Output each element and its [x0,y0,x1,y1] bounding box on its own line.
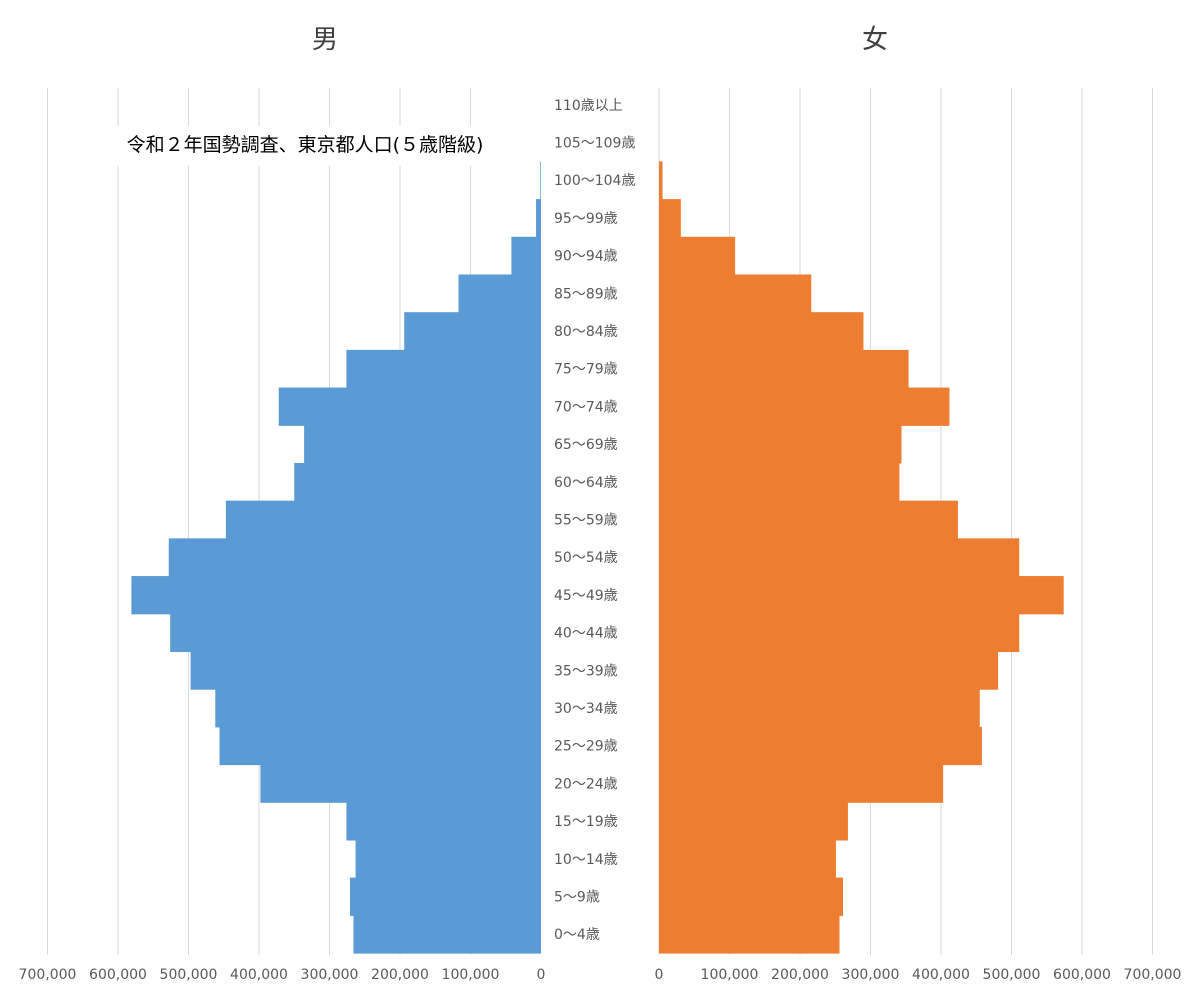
female-tick-label: 0 [655,967,664,983]
female-bar [659,764,944,803]
title-background [110,126,505,166]
female-tick-label: 100,000 [701,967,759,983]
age-group-label: 0～4歳 [554,927,600,943]
female-header: 女 [862,25,888,55]
female-bar [659,312,864,351]
male-bar [404,312,541,351]
age-group-label: 100～104歳 [554,173,635,189]
female-bar [659,576,1064,615]
female-axis-ticks: 0 100,000 200,000 300,000 400,000 500,000 600,… [655,967,1182,983]
age-group-label: 105～109歳 [554,136,635,152]
age-group-label: 5～9歳 [554,889,600,905]
male-bar [215,689,542,728]
male-tick-label: 500,000 [160,967,218,983]
male-bar [536,199,541,238]
age-group-label: 95～99歳 [554,211,618,227]
male-axis-ticks: 700,000 600,000 500,000 400,000 300,000 200,0… [19,967,546,983]
male-bar [353,915,541,954]
age-group-label: 15～19歳 [554,814,618,830]
female-bar [659,161,663,200]
male-bar [304,425,541,464]
age-group-label: 50～54歳 [554,550,618,566]
male-bar [346,802,541,841]
male-bar [346,349,541,389]
age-group-label: 80～84歳 [554,324,618,340]
female-tick-label: 600,000 [1053,967,1111,983]
female-tick-label: 200,000 [771,967,829,983]
male-bar [225,500,542,539]
female-bar [659,839,836,879]
male-bar [260,764,541,803]
male-bar [458,274,541,313]
male-bar [190,651,542,690]
age-group-label: 35～39歳 [554,663,618,679]
male-tick-label: 200,000 [371,967,429,983]
female-bar [659,915,840,954]
female-bar [659,462,900,502]
male-tick-label: 700,000 [19,967,77,983]
male-bars [131,161,542,954]
age-group-label: 65～69歳 [554,437,618,453]
age-group-label: 25～29歳 [554,739,618,755]
female-bar [659,236,736,276]
male-bar [219,726,541,766]
male-header: 男 [312,25,338,55]
age-group-label: 55～59歳 [554,513,618,529]
male-bar [170,613,542,653]
female-bar [659,538,1020,577]
female-bar [659,274,812,313]
male-tick-label: 300,000 [301,967,359,983]
female-tick-label: 300,000 [842,967,900,983]
male-bar [355,839,541,879]
female-bar [659,726,982,766]
male-bar [349,877,541,916]
male-bar [294,462,541,502]
age-group-label: 75～79歳 [554,362,618,378]
female-bar [659,877,844,916]
female-tick-label: 400,000 [912,967,970,983]
age-group-label: 60～64歳 [554,475,618,491]
age-group-label: 30～34歳 [554,701,618,717]
female-bar [659,349,909,389]
male-tick-label: 600,000 [89,967,147,983]
age-group-label: 10～14歳 [554,852,618,868]
female-bar [659,613,1020,653]
male-tick-label: 100,000 [442,967,500,983]
chart-title: 令和２年国勢調査、東京都人口(５歳階級) [127,134,484,156]
male-tick-label: 0 [537,967,546,983]
male-bar [278,387,541,426]
male-bar [131,576,541,615]
female-tick-label: 500,000 [983,967,1041,983]
female-bar [659,199,681,238]
age-group-labels: 0～4歳 5～9歳 10～14歳 15～19歳 20～24歳 25～29歳 30～34歳 35… [554,98,635,943]
female-bar [659,500,958,539]
age-group-label: 85～89歳 [554,286,618,302]
female-bar [659,651,999,690]
male-tick-label: 400,000 [230,967,288,983]
female-tick-label: 700,000 [1124,967,1182,983]
age-group-label: 20～24歳 [554,776,618,792]
age-group-label: 40～44歳 [554,626,618,642]
female-bars [659,161,1064,954]
female-bar [659,802,848,841]
female-bar [659,387,950,426]
female-bar [659,689,980,728]
male-bar [540,161,541,200]
age-group-label: 70～74歳 [554,399,618,415]
age-group-label: 45～49歳 [554,588,618,604]
female-bar [659,425,902,464]
age-group-label: 90～94歳 [554,249,618,265]
age-group-label: 110歳以上 [554,98,623,114]
male-bar [511,236,541,276]
male-bar [168,538,541,577]
